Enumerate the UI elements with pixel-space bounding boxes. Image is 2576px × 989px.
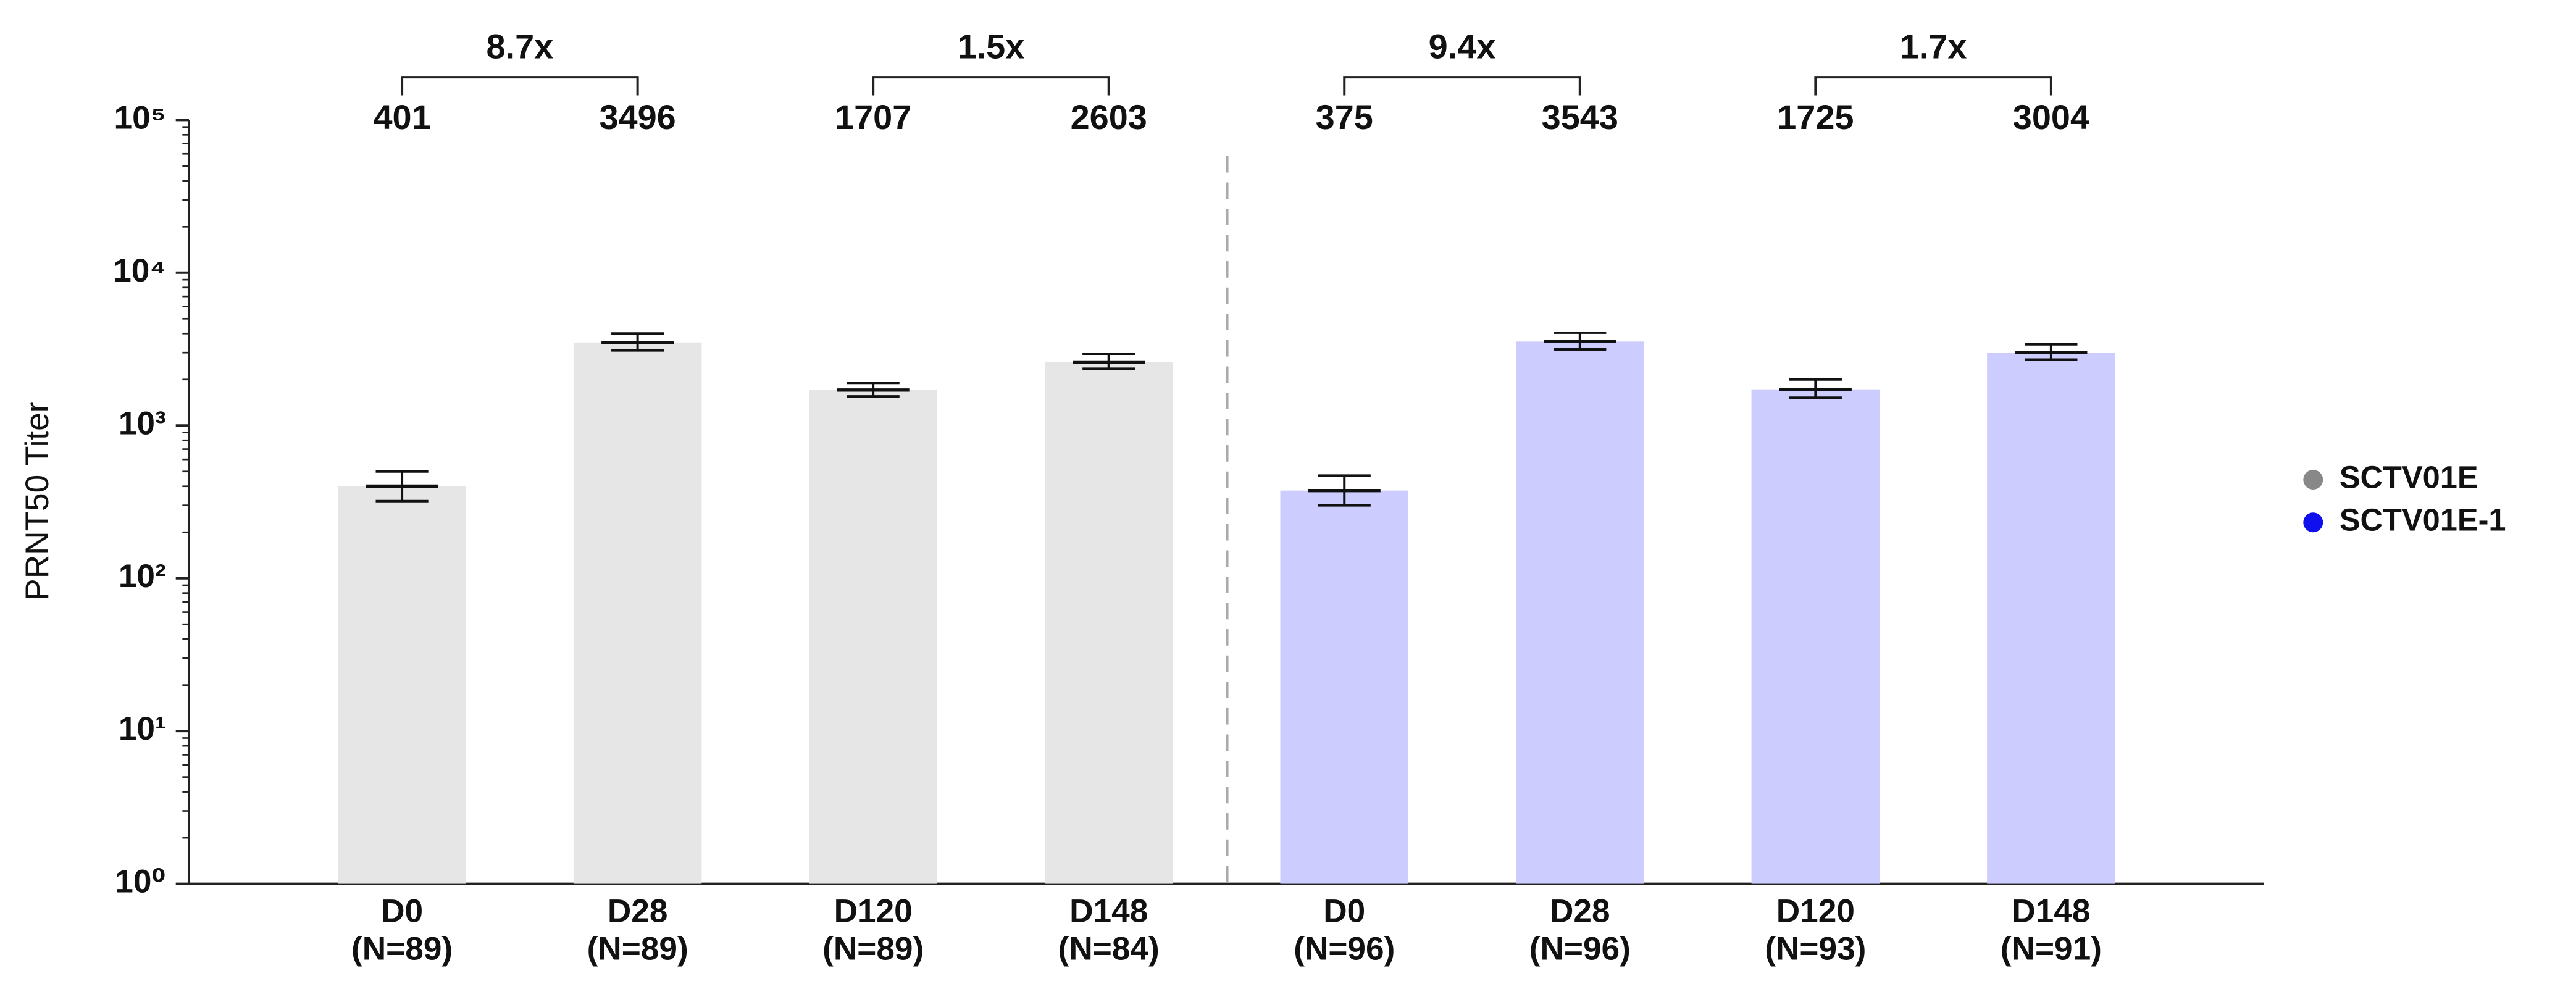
bar	[1987, 353, 2115, 884]
bar	[1280, 490, 1409, 884]
legend-marker	[2303, 512, 2323, 533]
value-label: 401	[373, 98, 430, 136]
value-label: 3496	[599, 98, 675, 136]
x-tick-sublabel: (N=96)	[1529, 931, 1631, 967]
value-label: 375	[1316, 98, 1373, 136]
bar	[1516, 341, 1644, 884]
y-tick-label: 10⁴	[113, 252, 166, 289]
value-label: 1725	[1777, 98, 1854, 136]
x-tick-label: D148	[1069, 893, 1148, 930]
y-axis-label: PRNT50 Titer	[19, 402, 56, 601]
x-tick-label: D0	[1323, 893, 1365, 930]
x-tick-sublabel: (N=89)	[587, 931, 688, 967]
x-tick-label: D120	[1776, 893, 1855, 930]
x-tick-sublabel: (N=89)	[822, 931, 924, 967]
x-tick-sublabel: (N=84)	[1058, 931, 1160, 967]
legend-label: SCTV01E-1	[2340, 503, 2506, 538]
bar	[338, 486, 466, 884]
x-tick-label: D148	[2012, 893, 2090, 930]
fold-change-label: 1.5x	[958, 27, 1025, 66]
x-tick-label: D28	[1550, 893, 1610, 930]
x-tick-sublabel: (N=96)	[1294, 931, 1395, 967]
value-label: 1707	[835, 98, 911, 136]
y-tick-label: 10²	[119, 558, 166, 595]
y-tick-label: 10⁵	[114, 99, 166, 136]
x-tick-label: D28	[608, 893, 668, 930]
legend-label: SCTV01E	[2340, 459, 2478, 494]
x-tick-sublabel: (N=93)	[1765, 931, 1866, 967]
bar	[1751, 389, 1880, 884]
value-label: 3543	[1542, 98, 1618, 136]
x-tick-label: D120	[834, 893, 913, 930]
y-tick-label: 10¹	[119, 711, 166, 747]
y-tick-label: 10⁰	[115, 864, 165, 900]
fold-change-label: 8.7x	[486, 27, 553, 66]
comparison-bracket	[401, 76, 639, 96]
y-tick-label: 10³	[119, 405, 166, 441]
value-label: 3004	[2013, 98, 2089, 136]
x-tick-label: D0	[381, 893, 423, 930]
comparison-bracket	[872, 76, 1110, 96]
comparison-bracket	[1814, 76, 2052, 96]
legend-marker	[2303, 470, 2323, 490]
fold-change-label: 1.7x	[1900, 27, 1967, 66]
comparison-bracket	[1343, 76, 1581, 96]
x-tick-sublabel: (N=89)	[351, 931, 453, 967]
bar	[573, 342, 702, 884]
bar	[809, 390, 937, 884]
value-label: 2603	[1071, 98, 1147, 136]
fold-change-label: 9.4x	[1429, 27, 1496, 66]
x-tick-sublabel: (N=91)	[2001, 931, 2102, 967]
bar	[1044, 362, 1173, 884]
